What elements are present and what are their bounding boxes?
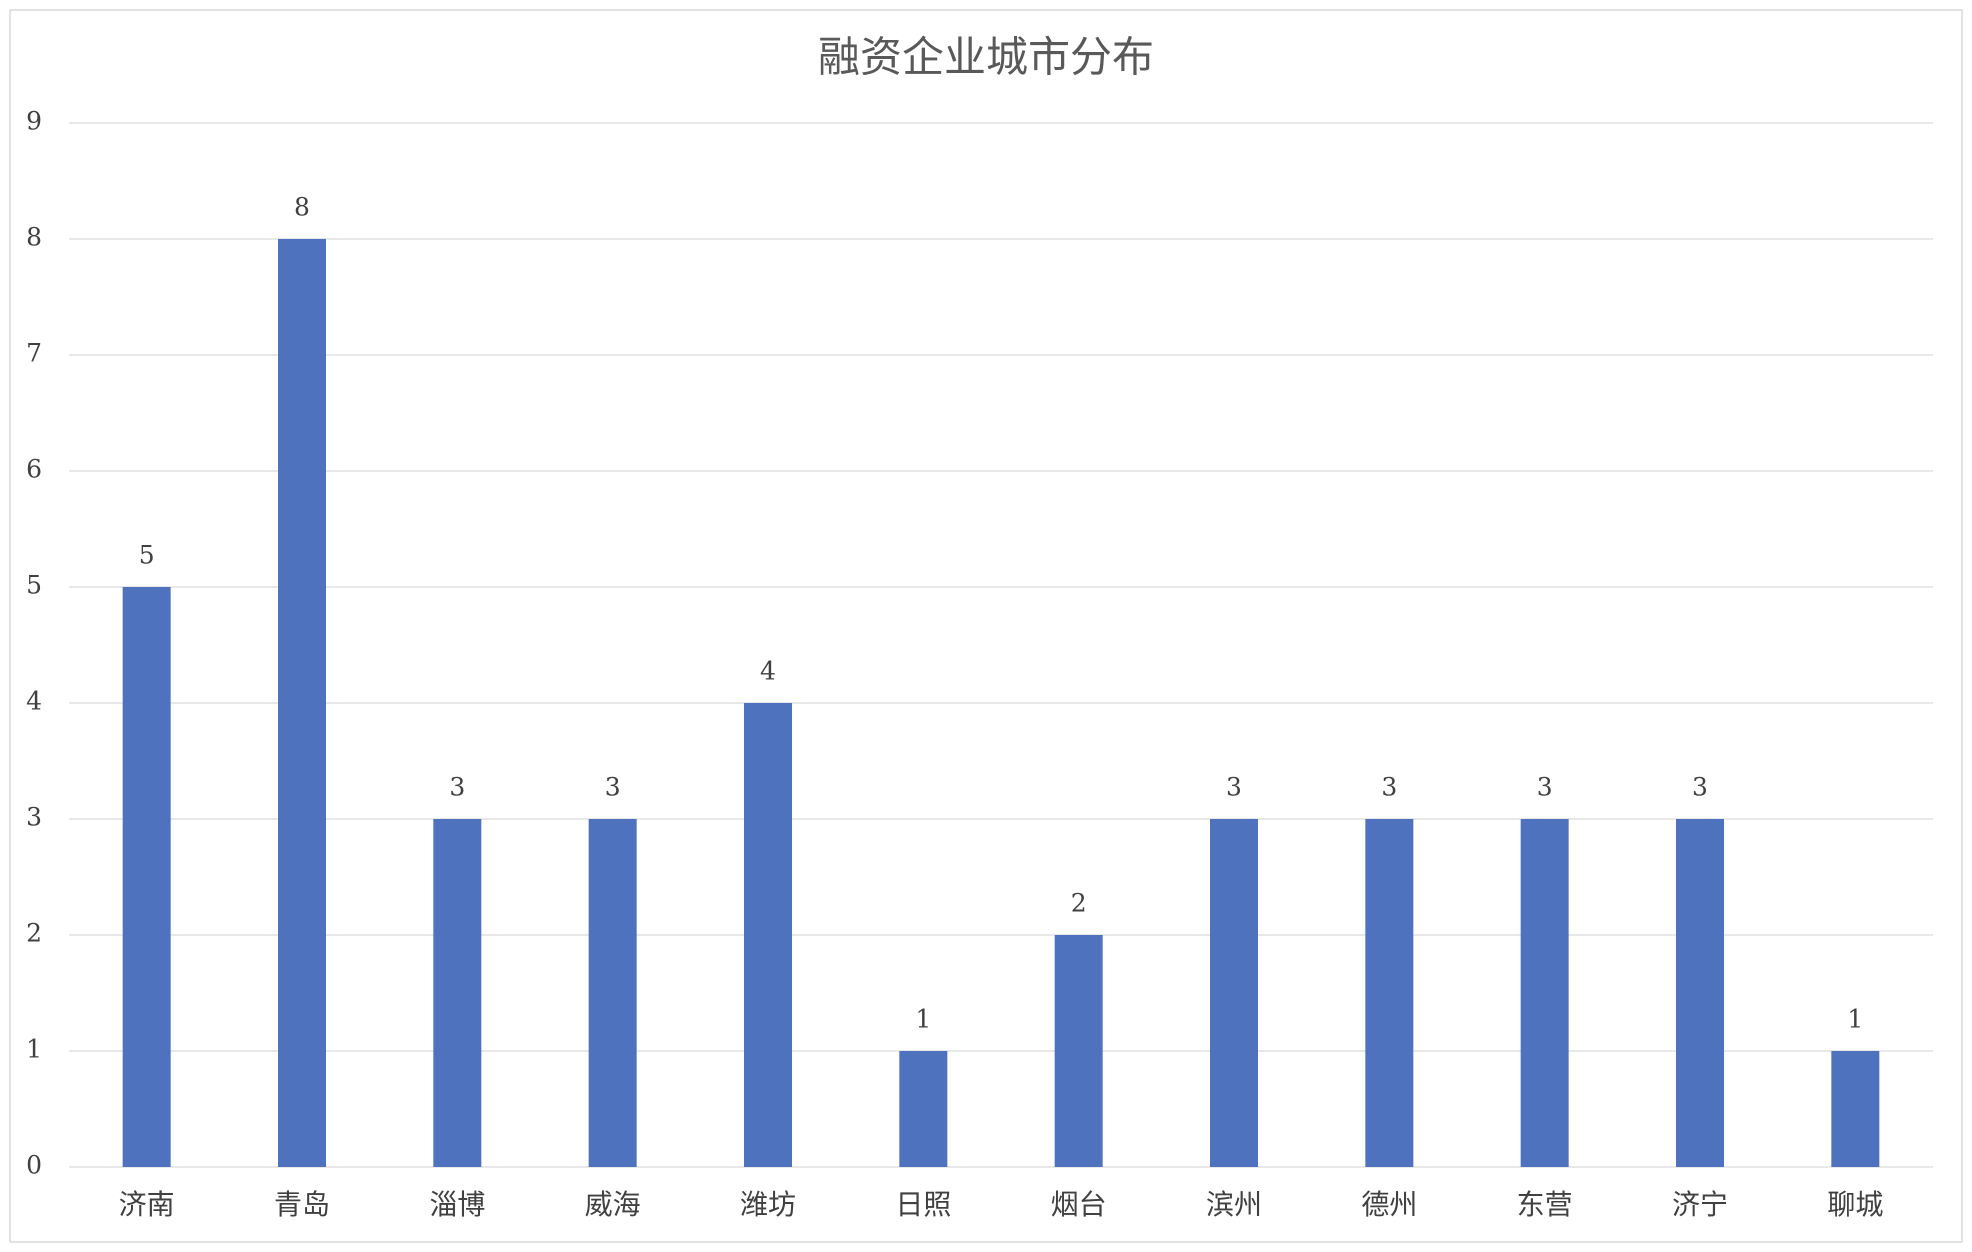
y-tick-label: 2 (26, 919, 42, 948)
x-tick-label: 济宁 (1672, 1188, 1728, 1221)
data-label: 4 (760, 657, 776, 686)
x-tick-label: 潍坊 (740, 1188, 796, 1221)
y-tick-label: 7 (26, 339, 42, 368)
x-tick-label: 淄博 (429, 1188, 485, 1221)
y-tick-label: 3 (26, 803, 42, 832)
bar (122, 587, 171, 1167)
bar (1831, 1051, 1880, 1167)
y-tick-label: 9 (26, 107, 42, 136)
x-tick-label: 济南 (119, 1188, 175, 1221)
data-label: 3 (1226, 773, 1242, 802)
chart-border (9, 9, 1963, 1243)
y-tick-label: 5 (26, 571, 42, 600)
x-tick-label: 威海 (585, 1188, 641, 1221)
y-tick-label: 0 (26, 1151, 42, 1180)
bar (1520, 819, 1569, 1167)
data-label: 1 (915, 1005, 931, 1034)
bar (278, 239, 326, 1167)
y-tick-label: 1 (26, 1035, 42, 1064)
data-label: 3 (449, 773, 465, 802)
x-tick-label: 烟台 (1051, 1188, 1107, 1221)
data-label: 3 (1381, 773, 1397, 802)
y-tick-label: 8 (26, 223, 42, 252)
data-label: 3 (1692, 773, 1708, 802)
bar (899, 1051, 948, 1167)
bar (433, 819, 482, 1167)
x-tick-label: 聊城 (1827, 1188, 1883, 1221)
x-tick-label: 德州 (1361, 1188, 1417, 1221)
data-label: 1 (1847, 1005, 1863, 1034)
x-tick-label: 滨州 (1206, 1188, 1262, 1221)
y-tick-label: 4 (26, 687, 42, 716)
y-tick-label: 6 (26, 455, 42, 484)
data-label: 8 (294, 193, 310, 222)
data-label: 2 (1071, 889, 1087, 918)
bar (1054, 935, 1103, 1167)
x-tick-label: 东营 (1517, 1188, 1573, 1221)
x-tick-label: 日照 (895, 1188, 951, 1221)
x-tick-label: 青岛 (274, 1188, 330, 1221)
bar (1210, 819, 1258, 1167)
data-label: 3 (605, 773, 621, 802)
bar (588, 819, 637, 1167)
data-label: 3 (1537, 773, 1553, 802)
data-label: 5 (139, 541, 155, 570)
chart-title: 融资企业城市分布 (818, 33, 1154, 82)
bar (744, 703, 792, 1167)
bar (1676, 819, 1724, 1167)
bar (1365, 819, 1414, 1167)
